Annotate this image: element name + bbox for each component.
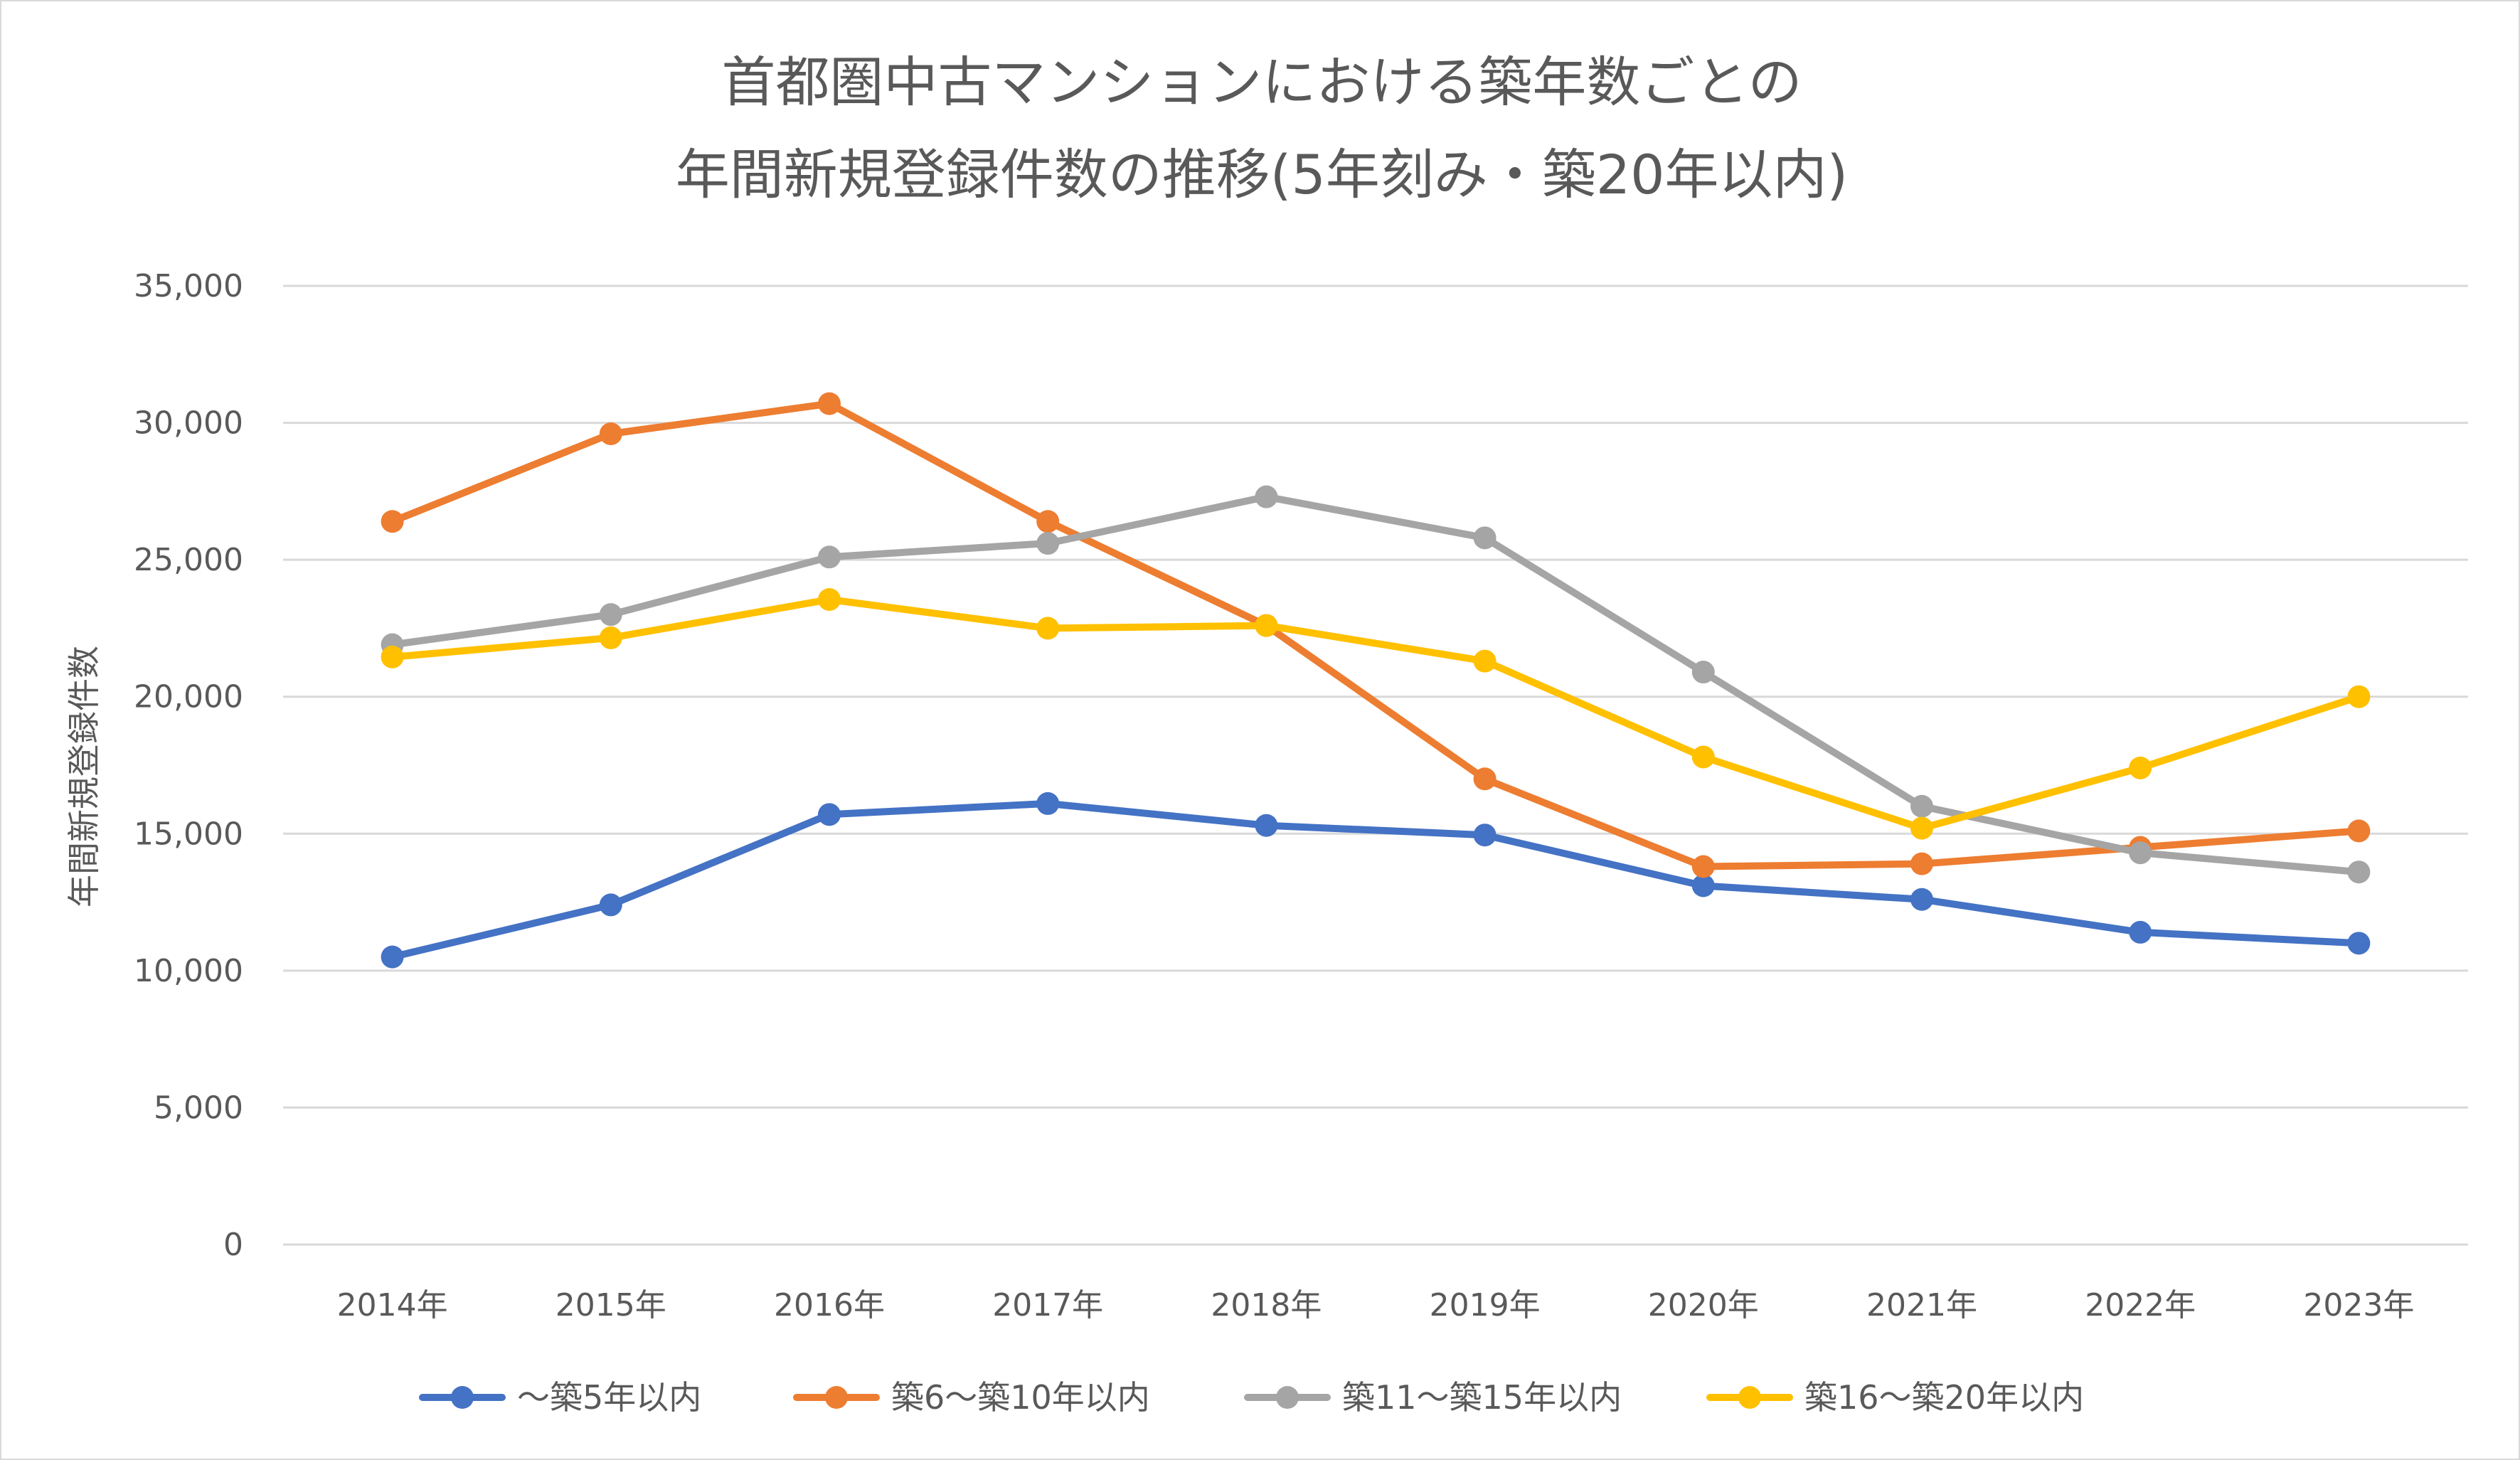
data-point — [1473, 649, 1496, 673]
x-tick-label: 2023年 — [2303, 1287, 2414, 1323]
y-tick-label: 0 — [223, 1227, 243, 1263]
data-point — [2347, 932, 2371, 955]
y-tick-label: 35,000 — [134, 268, 243, 304]
x-tick-label: 2018年 — [1211, 1287, 1322, 1323]
data-point — [818, 392, 841, 415]
x-tick-label: 2021年 — [1866, 1287, 1977, 1323]
x-tick-label: 2017年 — [992, 1287, 1103, 1323]
legend-swatch-marker — [825, 1386, 848, 1409]
x-tick-label: 2019年 — [1430, 1287, 1541, 1323]
x-tick-label: 2022年 — [2085, 1287, 2196, 1323]
data-point — [1473, 526, 1496, 550]
data-point — [1036, 617, 1060, 640]
data-point — [2347, 685, 2371, 708]
legend-item-4: 築16～築20年以内 — [1706, 1378, 2084, 1417]
legend-item-1: ～築5年以内 — [419, 1378, 701, 1417]
data-point — [818, 587, 841, 611]
series-4 — [381, 587, 2371, 840]
y-axis-ticks: 0 5,000 10,000 15,000 20,000 25,000 30,000 35,0… — [134, 268, 243, 1263]
series-1 — [381, 792, 2371, 969]
legend-swatch-marker — [451, 1386, 474, 1409]
legend-label: ～築5年以内 — [517, 1378, 701, 1417]
data-point — [1691, 745, 1715, 769]
x-axis-ticks: 2014年 2015年 2016年 2017年 2018年 2019年 2020年 2021年… — [337, 1287, 2415, 1323]
data-point — [1910, 794, 1933, 818]
legend-item-3: 築11～築15年以内 — [1244, 1378, 1622, 1417]
y-tick-label: 20,000 — [134, 679, 243, 715]
data-point — [1691, 855, 1715, 878]
data-point — [1036, 510, 1060, 533]
y-axis-title: 年間新規登録件数 — [65, 646, 103, 907]
data-point — [599, 603, 622, 627]
data-point — [1910, 852, 1933, 875]
series-line-4 — [388, 596, 2363, 832]
data-point — [818, 803, 841, 826]
data-point — [1473, 767, 1496, 791]
legend-label: 築11～築15年以内 — [1342, 1378, 1622, 1417]
data-point — [818, 545, 841, 569]
series-2 — [381, 392, 2371, 878]
series-line-2 — [388, 400, 2363, 870]
data-point — [1255, 614, 1278, 637]
series-lines — [381, 392, 2371, 969]
data-point — [2129, 920, 2152, 944]
legend-item-2: 築6～築10年以内 — [793, 1378, 1150, 1417]
data-point — [599, 893, 622, 917]
y-tick-label: 10,000 — [134, 953, 243, 989]
legend: ～築5年以内 築6～築10年以内 築11～築15年以内 築16～築20年以内 — [419, 1378, 2084, 1417]
y-tick-label: 15,000 — [134, 816, 243, 852]
x-tick-label: 2020年 — [1648, 1287, 1759, 1323]
data-point — [1910, 888, 1933, 911]
y-tick-label: 5,000 — [154, 1089, 243, 1126]
x-tick-label: 2014年 — [337, 1287, 448, 1323]
data-point — [1691, 661, 1715, 684]
data-point — [381, 510, 404, 533]
data-point — [599, 626, 622, 649]
legend-label: 築6～築10年以内 — [891, 1378, 1150, 1417]
series-3 — [381, 485, 2371, 884]
data-point — [1473, 824, 1496, 847]
data-point — [599, 422, 622, 445]
data-point — [1036, 792, 1060, 815]
data-point — [1255, 485, 1278, 508]
x-tick-label: 2015年 — [555, 1287, 666, 1323]
data-point — [2347, 860, 2371, 884]
data-point — [2129, 756, 2152, 779]
data-point — [1691, 874, 1715, 897]
series-line-3 — [388, 493, 2363, 876]
gridlines — [283, 284, 2468, 1246]
legend-swatch-marker — [1276, 1386, 1299, 1409]
data-point — [381, 945, 404, 969]
chart-title-line-2: 年間新規登録件数の推移(5年刻み・築20年以内) — [676, 143, 1848, 206]
data-point — [1255, 814, 1278, 837]
y-tick-label: 30,000 — [134, 405, 243, 442]
data-point — [1036, 532, 1060, 555]
series-line-1 — [388, 799, 2363, 961]
data-point — [381, 645, 404, 668]
legend-label: 築16～築20年以内 — [1804, 1378, 2084, 1417]
x-tick-label: 2016年 — [774, 1287, 885, 1323]
data-point — [2347, 819, 2371, 843]
legend-swatch-marker — [1738, 1386, 1761, 1409]
data-point — [1910, 816, 1933, 840]
y-tick-label: 25,000 — [134, 542, 243, 578]
chart-title-line-1: 首都圏中古マンションにおける築年数ごとの — [721, 50, 1802, 114]
data-point — [2129, 841, 2152, 865]
